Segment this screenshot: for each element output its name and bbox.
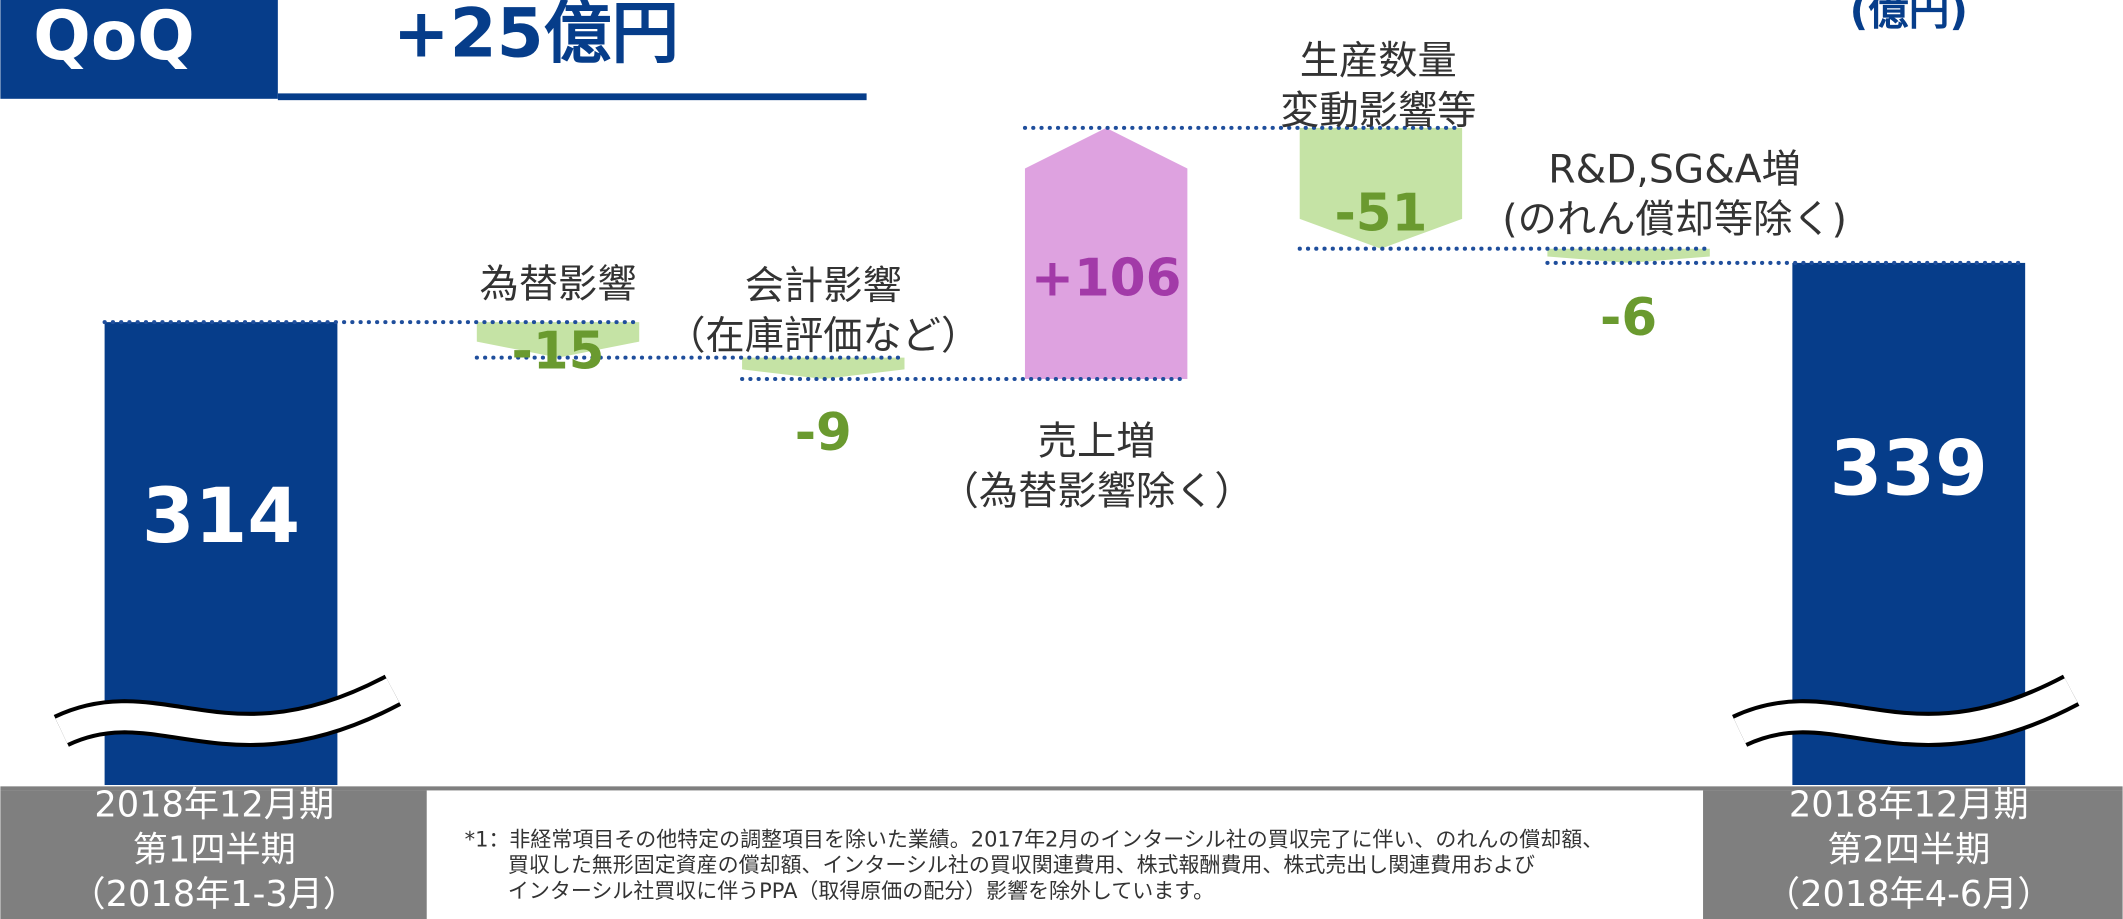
unit: (億円) — [1850, 0, 1968, 35]
category-label: 2018年12月期 — [1789, 785, 2029, 826]
right-box — [1703, 790, 2123, 919]
category-label: 会計影響 — [745, 264, 902, 309]
category-label: 生産数量 — [1300, 39, 1457, 84]
category-label: （2018年4-6月） — [1765, 874, 2053, 915]
category-label: （在庫評価など） — [666, 314, 980, 359]
category-label: 為替影響 — [480, 262, 637, 307]
footnote: 買収した無形固定資産の償却額、インターシル社の買収関連費用、株式報酬費用、株式売… — [508, 853, 1535, 877]
footnote: インターシル社買収に伴うPPA（取得原価の配分）影響を除外しています。 — [508, 879, 1214, 903]
break-mark — [1733, 678, 2078, 744]
decrease-bar — [742, 357, 905, 379]
category-label: (のれん償却等除く) — [1502, 197, 1847, 242]
value-label: +106 — [1031, 249, 1181, 309]
left-box — [0, 790, 427, 919]
tag-box — [0, 0, 278, 99]
category-label: R&D,SG&A増 — [1548, 147, 1801, 192]
category-label: 第1四半期 — [133, 829, 296, 870]
category-label: 売上増 — [1038, 419, 1156, 464]
value-label: -9 — [795, 403, 852, 463]
decrease-bar — [1299, 127, 1463, 249]
footnote: *1：非経常項目その他特定の調整項目を除いた業績。2017年2月のインターシル社… — [465, 827, 1604, 851]
category-label: 変動影響等 — [1280, 89, 1476, 134]
value-label: -6 — [1600, 288, 1657, 348]
increase-bar — [1024, 127, 1188, 379]
category-label: 2018年12月期 — [94, 785, 334, 826]
value-label: 339 — [1830, 425, 1988, 513]
value-label: 314 — [142, 472, 300, 560]
divider — [0, 786, 2123, 791]
category-label: （2018年1-3月） — [70, 874, 358, 915]
value-label: -51 — [1334, 184, 1427, 244]
category-label: 第2四半期 — [1827, 829, 1990, 870]
value-label: -15 — [512, 322, 605, 382]
marks — [53, 125, 2080, 786]
decrease-bar — [1547, 248, 1710, 263]
total-bar — [1792, 262, 2026, 786]
decrease-bar — [476, 322, 640, 358]
headline: +25億円 — [393, 0, 679, 72]
labels: 3142018年12月期第1四半期（2018年1-3月）-15為替影響-9会計影… — [70, 39, 2052, 915]
break-mark — [55, 678, 400, 744]
category-label: （為替影響除く） — [940, 470, 1254, 515]
underline — [277, 93, 867, 101]
tag: QoQ — [33, 0, 195, 75]
